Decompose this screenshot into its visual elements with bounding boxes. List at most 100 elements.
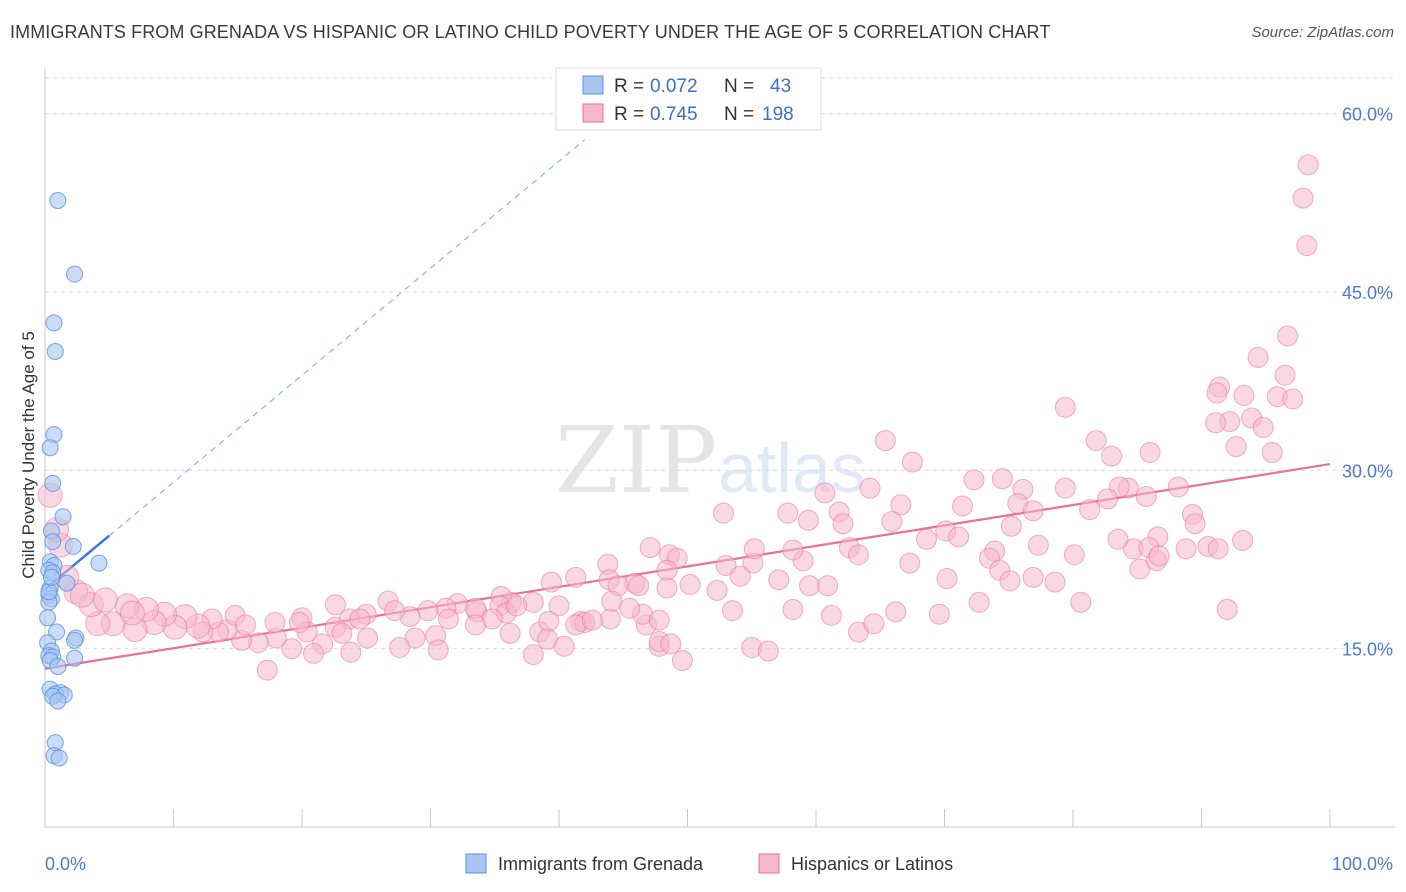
point-hispanic bbox=[1027, 534, 1049, 556]
point-hispanic bbox=[777, 502, 799, 524]
point-hispanic bbox=[1054, 396, 1076, 418]
point-hispanic bbox=[538, 610, 560, 632]
point-grenada bbox=[44, 474, 62, 492]
point-hispanic bbox=[1184, 513, 1206, 535]
point-hispanic bbox=[706, 579, 728, 601]
point-hispanic bbox=[963, 469, 985, 491]
point-hispanic bbox=[1261, 442, 1283, 463]
point-grenada bbox=[64, 537, 82, 555]
point-hispanic bbox=[1107, 528, 1129, 550]
point-hispanic bbox=[1070, 591, 1092, 613]
point-hispanic bbox=[1282, 388, 1304, 410]
chart-title: IMMIGRANTS FROM GRENADA VS HISPANIC OR L… bbox=[10, 22, 1051, 42]
point-hispanic bbox=[1207, 538, 1229, 560]
point-hispanic bbox=[820, 604, 842, 626]
legend-n-value-2: 198 bbox=[762, 104, 794, 125]
point-hispanic bbox=[948, 526, 970, 548]
point-grenada bbox=[49, 692, 67, 710]
x-tick-label: 0.0% bbox=[45, 854, 86, 874]
point-hispanic bbox=[951, 495, 973, 517]
point-hispanic bbox=[281, 638, 303, 660]
point-hispanic bbox=[999, 570, 1021, 592]
watermark-atlas: atlas bbox=[718, 429, 866, 507]
point-hispanic bbox=[553, 635, 575, 657]
point-grenada bbox=[66, 265, 84, 283]
point-hispanic bbox=[427, 639, 449, 661]
point-hispanic bbox=[599, 608, 621, 630]
point-hispanic bbox=[1000, 515, 1022, 537]
point-hispanic bbox=[885, 601, 907, 623]
bottom-legend-swatch-blue bbox=[465, 853, 487, 874]
series-hispanics-or-latinos bbox=[37, 154, 1319, 681]
point-hispanic bbox=[303, 642, 325, 664]
tick-labels: 15.0% 30.0% 45.0% 60.0% 0.0% 100.0% bbox=[45, 105, 1393, 874]
point-hispanic bbox=[1277, 325, 1299, 347]
point-hispanic bbox=[1167, 476, 1189, 498]
point-hispanic bbox=[628, 575, 650, 597]
point-hispanic bbox=[817, 575, 839, 597]
point-hispanic bbox=[437, 608, 459, 630]
point-hispanic bbox=[721, 600, 743, 622]
point-hispanic bbox=[1054, 477, 1076, 499]
point-hispanic bbox=[936, 568, 958, 590]
legend: R = 0.072 N = 43 R = 0.745 N = 198 bbox=[555, 67, 822, 131]
point-hispanic bbox=[389, 636, 411, 658]
watermark: ZIP atlas bbox=[555, 407, 866, 514]
series-immigrants-from-grenada bbox=[39, 191, 108, 767]
point-hispanic bbox=[890, 494, 912, 516]
point-hispanic bbox=[648, 609, 670, 631]
trendline-grenada-extension bbox=[108, 139, 586, 537]
point-hispanic bbox=[601, 590, 623, 612]
point-hispanic bbox=[814, 482, 836, 504]
point-grenada bbox=[46, 342, 64, 360]
point-hispanic bbox=[901, 451, 923, 473]
point-hispanic bbox=[782, 539, 804, 561]
y-tick-label: 60.0% bbox=[1342, 105, 1393, 125]
point-hispanic bbox=[656, 577, 678, 599]
point-hispanic bbox=[1297, 154, 1319, 176]
point-hispanic bbox=[331, 622, 353, 644]
point-hispanic bbox=[565, 566, 587, 588]
point-hispanic bbox=[288, 612, 310, 634]
point-hispanic bbox=[506, 595, 528, 617]
point-hispanic bbox=[656, 559, 678, 581]
legend-n-label-2: N = bbox=[724, 104, 754, 125]
y-tick-label: 30.0% bbox=[1342, 461, 1393, 481]
source-label: Source: ZipAtlas.com bbox=[1251, 24, 1394, 41]
point-hispanic bbox=[671, 650, 693, 672]
point-hispanic bbox=[991, 468, 1013, 490]
point-hispanic bbox=[1233, 384, 1255, 406]
point-hispanic bbox=[92, 587, 118, 613]
point-grenada bbox=[42, 568, 60, 586]
point-hispanic bbox=[417, 600, 439, 622]
point-hispanic bbox=[1044, 571, 1066, 593]
point-hispanic bbox=[881, 510, 903, 532]
point-hispanic bbox=[639, 537, 661, 559]
point-grenada bbox=[90, 554, 108, 572]
point-hispanic bbox=[324, 594, 346, 616]
bottom-legend-label-2: Hispanics or Latinos bbox=[791, 854, 953, 874]
point-hispanic bbox=[1216, 598, 1238, 620]
legend-r-value-2: 0.745 bbox=[650, 104, 698, 125]
point-hispanic bbox=[1085, 430, 1107, 452]
point-hispanic bbox=[540, 571, 562, 593]
legend-r-label-2: R = bbox=[614, 104, 644, 125]
point-hispanic bbox=[799, 575, 821, 597]
bottom-legend-label-1: Immigrants from Grenada bbox=[498, 854, 704, 874]
point-hispanic bbox=[1232, 529, 1254, 551]
point-hispanic bbox=[522, 644, 544, 666]
point-hispanic bbox=[1296, 235, 1318, 257]
legend-swatch-blue bbox=[582, 75, 604, 95]
point-hispanic bbox=[1135, 485, 1157, 507]
point-grenada bbox=[66, 649, 84, 667]
y-axis-title: Child Poverty Under the Age of 5 bbox=[19, 331, 38, 579]
x-tick-label: 100.0% bbox=[1332, 854, 1393, 874]
point-hispanic bbox=[581, 609, 603, 631]
point-hispanic bbox=[1247, 346, 1269, 368]
point-hispanic bbox=[899, 552, 921, 574]
point-grenada bbox=[45, 314, 63, 332]
point-hispanic bbox=[1225, 436, 1247, 458]
point-hispanic bbox=[797, 509, 819, 531]
point-hispanic bbox=[349, 608, 371, 630]
y-tick-label: 15.0% bbox=[1342, 640, 1393, 660]
